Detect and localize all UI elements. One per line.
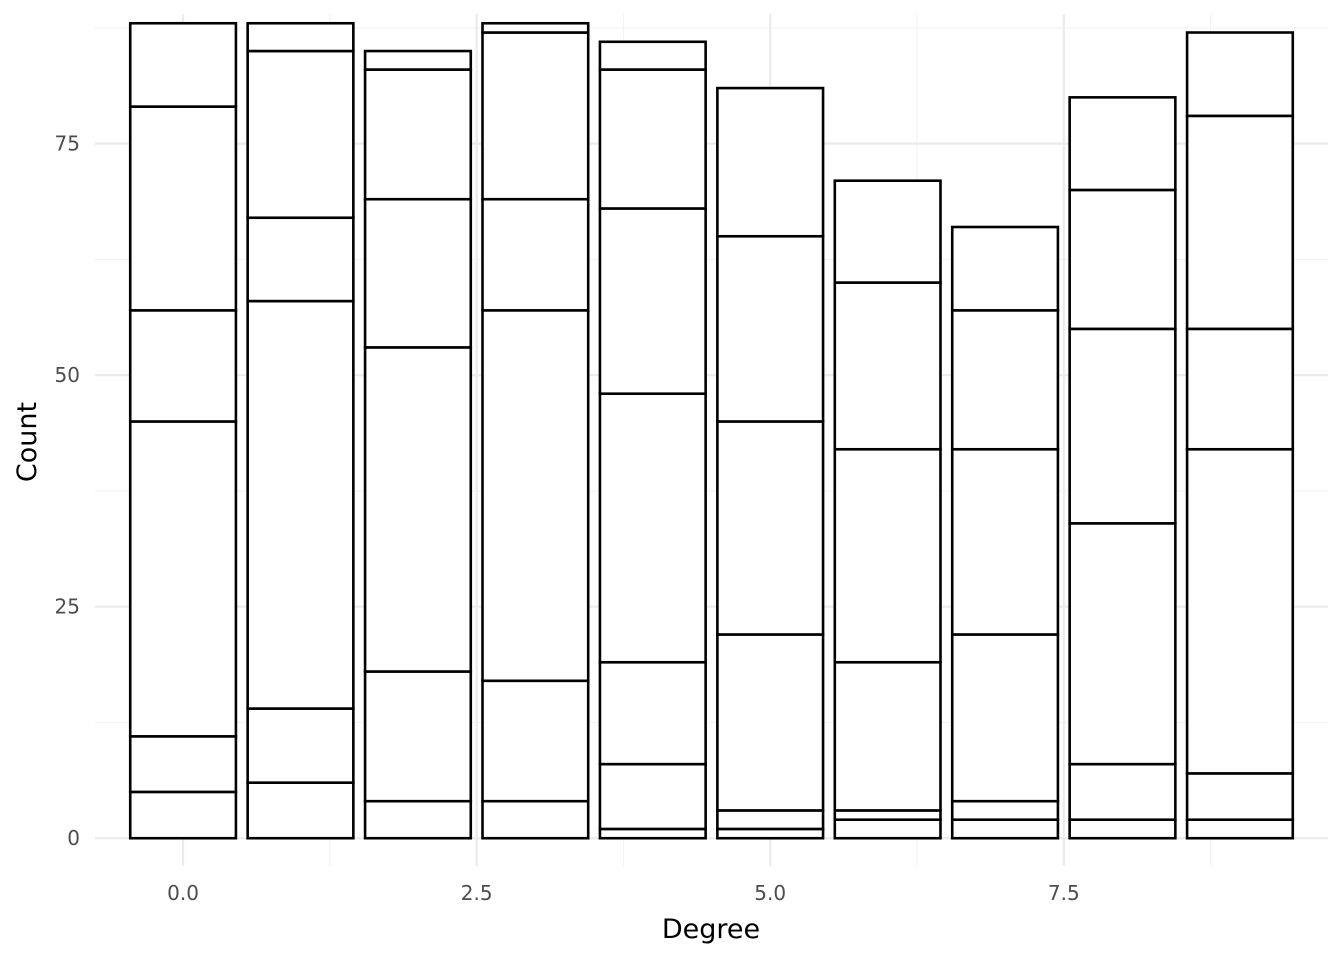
bar-segment: [363, 68, 473, 201]
bar-segment: [1068, 188, 1177, 331]
bar-segment: [950, 799, 1060, 821]
bar-segment: [246, 781, 355, 840]
bar-segment: [598, 762, 707, 831]
x-tick-label: 7.5: [1048, 881, 1080, 905]
bar-segment: [598, 207, 707, 395]
bar-segment: [481, 799, 590, 840]
bar-stack: [716, 86, 825, 840]
bar-segment: [481, 21, 590, 34]
bar-segment: [481, 31, 590, 201]
bar-segment: [716, 420, 825, 636]
bar-segment: [246, 299, 355, 710]
bar-segment: [246, 707, 355, 784]
bar-stack: [363, 49, 473, 840]
bar-segment: [128, 309, 238, 423]
bar-segment: [1068, 762, 1177, 821]
bar-stack: [246, 21, 355, 840]
bar-segment: [363, 49, 473, 71]
bar-segment: [481, 679, 590, 803]
x-tick-label: 0.0: [167, 881, 199, 905]
bar-segment: [246, 49, 355, 220]
bar-segment: [1185, 772, 1295, 821]
bar-segment: [598, 827, 707, 840]
bar-segment: [363, 670, 473, 803]
bar-stack: [128, 21, 238, 840]
bar-segment: [833, 179, 942, 284]
bar-segment: [246, 216, 355, 303]
bar-segment: [950, 447, 1060, 636]
y-axis-title: Count: [12, 402, 43, 482]
bar-segment: [1185, 114, 1295, 331]
bar-segment: [128, 790, 238, 840]
bar-segment: [833, 281, 942, 451]
bar-segment: [1068, 327, 1177, 525]
bar-segment: [481, 197, 590, 312]
y-tick-label: 75: [55, 132, 80, 156]
x-tick-label: 5.0: [754, 881, 786, 905]
bar-stack: [481, 21, 590, 840]
bar-segment: [1068, 522, 1177, 766]
bar-segment: [950, 309, 1060, 451]
bar-segment: [716, 234, 825, 423]
x-axis-ticks: 0.0 2.5 5.0 7.5: [167, 881, 1080, 905]
bar-stack: [950, 225, 1060, 840]
bar-segment: [950, 225, 1060, 312]
y-tick-label: 25: [55, 595, 80, 619]
bar-segment: [598, 392, 707, 664]
bar-segment: [716, 633, 825, 812]
bar-segment: [1068, 818, 1177, 840]
bar-segment: [481, 309, 590, 683]
y-axis-ticks: 0 25 50 75: [55, 132, 80, 851]
bar-segment: [128, 105, 238, 312]
bar-segment: [833, 447, 942, 664]
bar-segment: [363, 197, 473, 349]
bar-segment: [716, 827, 825, 840]
bar-segment: [1185, 327, 1295, 451]
bar-segment: [950, 818, 1060, 840]
bar-segment: [1185, 31, 1295, 118]
bar-segment: [598, 660, 707, 766]
bar-segment: [716, 809, 825, 831]
bar-segment: [598, 68, 707, 210]
bar-segment: [1185, 818, 1295, 840]
x-axis-title: Degree: [662, 914, 760, 945]
bar-segment: [598, 40, 707, 71]
bar-segment: [950, 633, 1060, 803]
bar-segment: [1185, 447, 1295, 775]
bar-segment: [1068, 96, 1177, 192]
bar-segment: [128, 735, 238, 794]
bar-segment: [716, 86, 825, 238]
bar-segment: [833, 809, 942, 821]
bar-segment: [363, 346, 473, 673]
bar-segment: [833, 818, 942, 840]
bar-stack: [833, 179, 942, 840]
bar-stack: [598, 40, 707, 840]
bar-stack: [1068, 96, 1177, 840]
y-tick-label: 50: [55, 363, 80, 387]
bar-segment: [128, 21, 238, 108]
bars: [128, 21, 1295, 840]
x-tick-label: 2.5: [461, 881, 493, 905]
y-tick-label: 0: [67, 826, 80, 850]
bar-segment: [833, 660, 942, 812]
bar-segment: [128, 420, 238, 738]
bar-segment: [363, 799, 473, 840]
bar-segment: [246, 21, 355, 53]
bar-stack: [1185, 31, 1295, 840]
